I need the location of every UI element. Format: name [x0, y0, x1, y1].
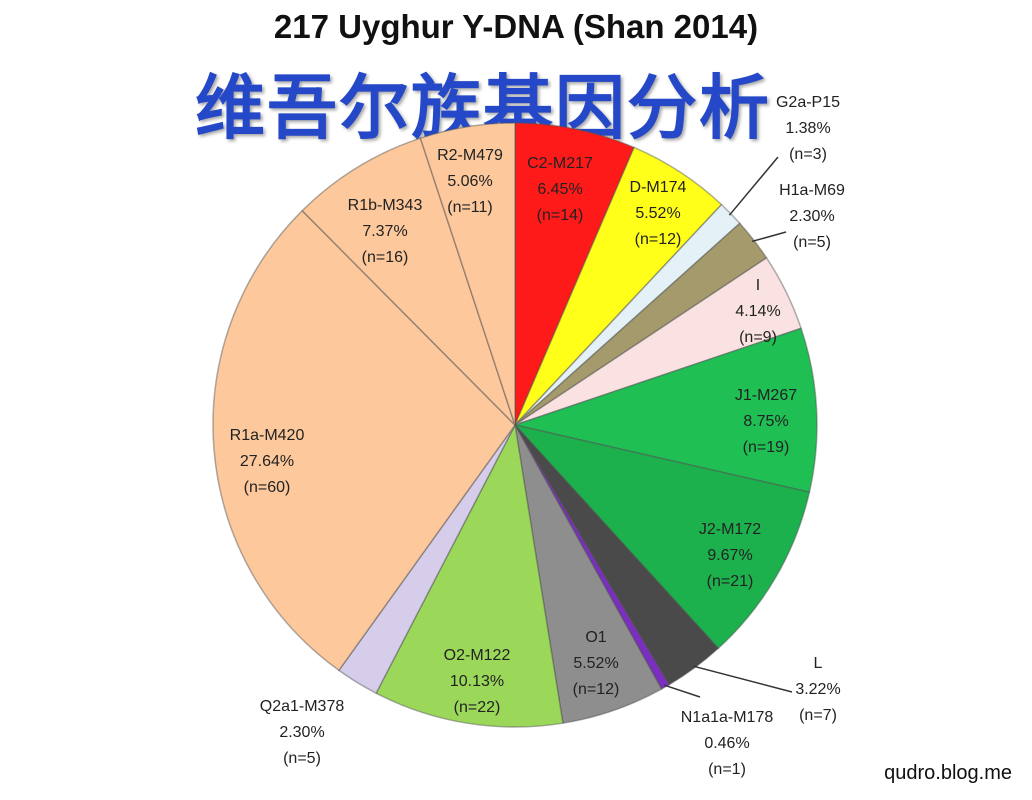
slice-label-percent: 1.38%: [785, 120, 830, 137]
pie-slice-d-m174: [514, 146, 723, 426]
slice-label-percent: 0.46%: [704, 735, 749, 752]
slice-label-percent: 3.22%: [795, 681, 840, 698]
slice-label-name: I: [756, 277, 760, 294]
slice-label-name: O2-M122: [444, 647, 511, 664]
slice-label-count: (n=3): [789, 146, 827, 163]
slice-label-count: (n=12): [573, 681, 620, 698]
slice-label-count: (n=60): [244, 479, 291, 496]
pie-slice-q2a1-m378: [337, 424, 516, 695]
pie-slice-r2-m479: [419, 122, 516, 426]
slice-label-count: (n=12): [635, 231, 682, 248]
slice-label-count: (n=5): [793, 234, 831, 251]
pie-slice-o1: [514, 424, 663, 725]
leader-line-g2a-p15: [728, 156, 779, 216]
slice-label-percent: 5.52%: [635, 205, 680, 222]
slice-label-percent: 2.30%: [789, 208, 834, 225]
slice-label-percent: 10.13%: [450, 673, 504, 690]
slice-label-count: (n=7): [799, 707, 837, 724]
slice-label-name: J2-M172: [699, 521, 761, 538]
slice-label-percent: 6.45%: [537, 181, 582, 198]
slice-label-count: (n=19): [743, 439, 790, 456]
leader-line-n1a1a-m178: [664, 684, 701, 698]
slice-label-percent: 9.67%: [707, 547, 752, 564]
leader-line-h1a-m69: [751, 231, 787, 243]
slice-label-count: (n=22): [454, 699, 501, 716]
slice-label-name: C2-M217: [527, 155, 593, 172]
pie-slices: [212, 122, 818, 728]
credit-text: qudro.blog.me: [884, 762, 1012, 784]
pie-slice-j1-m267: [512, 327, 818, 494]
slice-label-count: (n=9): [739, 329, 777, 346]
slice-labels: C2-M217 6.45% (n=14) D-M174 5.52% (n=12) G2a-P…: [230, 94, 845, 778]
slice-label-name: R1a-M420: [230, 427, 305, 444]
pie-slice-j2-m172: [512, 423, 811, 650]
slice-label-percent: 5.06%: [447, 173, 492, 190]
slice-label-name: N1a1a-M178: [681, 709, 774, 726]
slice-label-name: R2-M479: [437, 147, 503, 164]
slice-label-count: (n=5): [283, 750, 321, 767]
slice-label-name: J1-M267: [735, 387, 797, 404]
slice-label-count: (n=11): [447, 199, 493, 216]
slice-label-name: Q2a1-M378: [260, 698, 345, 715]
slice-label-count: (n=21): [707, 573, 754, 590]
leader-line-l: [693, 665, 793, 693]
pie-slice-r1b-m343: [301, 137, 516, 426]
pie-slice-l: [514, 424, 720, 686]
slice-label-count: (n=1): [708, 761, 746, 778]
pie-slice-n1a1a-m178: [514, 424, 671, 691]
slice-label-name: H1a-M69: [779, 182, 845, 199]
slice-label-name: O1: [585, 629, 606, 646]
slice-label-name: R1b-M343: [348, 197, 423, 214]
pie-slice-r1a-m420: [212, 209, 516, 672]
slice-label-percent: 27.64%: [240, 453, 294, 470]
slice-label-name: L: [814, 655, 823, 672]
slice-label-count: (n=16): [362, 249, 409, 266]
slice-label-name: D-M174: [630, 179, 687, 196]
slice-label-percent: 2.30%: [279, 724, 324, 741]
pie-slice-o2-m122: [375, 422, 564, 728]
slice-label-count: (n=14): [537, 207, 584, 224]
chart-title: 217 Uyghur Y-DNA (Shan 2014): [273, 8, 759, 45]
slice-label-percent: 4.14%: [735, 303, 780, 320]
leader-lines: [664, 156, 793, 698]
slice-label-percent: 7.37%: [362, 223, 407, 240]
pie-slice-h1a-m69: [514, 222, 768, 426]
pie-slice-i: [514, 256, 803, 426]
slice-label-percent: 5.52%: [573, 655, 618, 672]
slice-label-percent: 8.75%: [743, 413, 788, 430]
slice-label-name: G2a-P15: [776, 94, 840, 111]
pie-slice-c2-m217: [514, 122, 636, 426]
